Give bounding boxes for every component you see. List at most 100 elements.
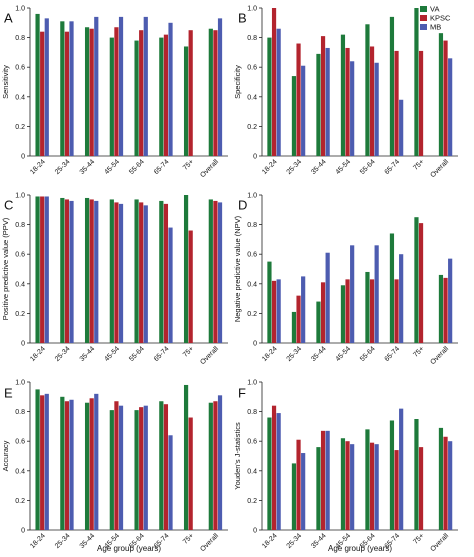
bar-va — [316, 447, 321, 530]
x-tick-label: 18-24 — [29, 345, 47, 363]
bar-kpsc — [296, 43, 301, 156]
y-tick-label: 0.8 — [15, 35, 25, 42]
y-axis-label: Positive predictive value (PPV) — [1, 217, 10, 320]
bar-mb — [217, 18, 223, 156]
bar-mb — [301, 453, 306, 530]
bar-mb — [399, 254, 404, 343]
legend-label-va: VA — [430, 5, 439, 14]
bar-kpsc — [345, 441, 350, 530]
bar-mb — [374, 62, 379, 157]
bar-va — [291, 463, 297, 530]
bar-kpsc — [320, 282, 326, 343]
bar-va — [208, 28, 213, 156]
bar-mb — [94, 200, 99, 343]
chart-panel-a: A Sensitivity 0 0.2 0.4 0.6 0.8 1.0 18-24 25-34 35… — [1, 6, 228, 179]
bar-mb — [448, 441, 453, 530]
bar-mb — [374, 245, 379, 343]
bar-kpsc — [40, 196, 45, 343]
x-tick-label: 75+ — [182, 158, 195, 171]
x-tick-label: 35-44 — [79, 532, 97, 550]
bar-kpsc — [89, 199, 94, 343]
x-tick-label: 25-34 — [286, 158, 304, 176]
y-axis-label: Accuracy — [1, 440, 10, 471]
y-tick-label: 0.6 — [15, 439, 25, 446]
bar-mb — [69, 399, 74, 530]
y-tick-label: 0.6 — [247, 252, 257, 259]
bar-kpsc — [320, 430, 326, 530]
bar-mb — [276, 28, 281, 156]
y-tick-label: 1.0 — [15, 6, 25, 13]
y-tick-label: 0.8 — [247, 409, 257, 416]
bar-va — [291, 76, 297, 156]
bar-kpsc — [369, 442, 375, 530]
x-tick-label: 35-44 — [310, 158, 328, 176]
bar-mb — [168, 22, 173, 156]
bar-kpsc — [296, 439, 301, 530]
x-tick-label: 18-24 — [261, 532, 279, 550]
bar-va — [414, 217, 419, 343]
bar-va — [60, 396, 65, 530]
bar-kpsc — [64, 199, 70, 343]
bar-kpsc — [89, 398, 94, 530]
bar-mb — [276, 413, 281, 530]
bar-va — [84, 197, 90, 343]
y-tick-label: 0.4 — [15, 281, 25, 288]
bar-mb — [301, 276, 306, 343]
bar-mb — [301, 65, 306, 156]
bar-va — [134, 40, 139, 157]
bar-kpsc — [443, 436, 448, 530]
x-tick-label: 75+ — [182, 532, 195, 545]
bar-kpsc — [89, 28, 94, 156]
bar-kpsc — [418, 447, 424, 530]
x-tick-label: Overall — [430, 345, 451, 366]
x-tick-label: 18-24 — [29, 158, 47, 176]
bar-kpsc — [213, 30, 218, 157]
y-tick-label: 1.0 — [247, 6, 257, 13]
bar-va — [365, 24, 370, 157]
y-tick-label: 0.4 — [247, 94, 257, 101]
x-tick-label: 45-54 — [103, 158, 121, 176]
bar-kpsc — [394, 279, 399, 343]
bar-kpsc — [418, 223, 424, 343]
bar-va — [60, 197, 65, 343]
bar-kpsc — [64, 401, 70, 530]
bar-va — [316, 53, 321, 156]
chart-panel-c: C Positive predictive value (PPV) 0 0.2 0.4 0… — [1, 193, 228, 366]
bar-va — [134, 410, 139, 530]
x-tick-label: Overall — [199, 532, 220, 553]
bar-va — [340, 34, 346, 156]
bar-mb — [118, 405, 124, 530]
bar-mb — [168, 435, 173, 530]
bar-va — [389, 16, 395, 156]
x-tick-label: 25-34 — [54, 532, 72, 550]
bar-mb — [276, 279, 281, 343]
x-tick-label: 35-44 — [79, 158, 97, 176]
bar-va — [438, 33, 444, 156]
bar-mb — [44, 18, 49, 156]
bar-va — [159, 200, 164, 343]
bar-kpsc — [188, 417, 193, 530]
x-tick-label: 65-74 — [384, 345, 402, 363]
y-tick-label: 0.2 — [247, 498, 257, 505]
y-tick-label: 0.8 — [15, 409, 25, 416]
y-tick-label: 0.8 — [247, 222, 257, 229]
bar-kpsc — [296, 295, 301, 343]
bar-va — [35, 13, 40, 157]
bar-va — [414, 8, 419, 156]
bar-mb — [143, 405, 148, 530]
bar-va — [109, 37, 114, 156]
bar-va — [35, 196, 40, 343]
x-tick-label: 18-24 — [261, 345, 279, 363]
x-tick-label: 25-34 — [54, 158, 72, 176]
bar-kpsc — [418, 50, 424, 156]
y-axis-label: Specificity — [233, 65, 242, 99]
legend-swatch-va — [420, 6, 427, 12]
y-axis-label: Youden's J-statistics — [233, 422, 242, 490]
bar-kpsc — [114, 27, 119, 156]
bar-mb — [350, 444, 355, 530]
bar-va — [316, 301, 321, 343]
x-tick-label: 75+ — [182, 345, 195, 358]
bar-kpsc — [114, 401, 119, 530]
y-tick-label: 0 — [253, 528, 257, 535]
